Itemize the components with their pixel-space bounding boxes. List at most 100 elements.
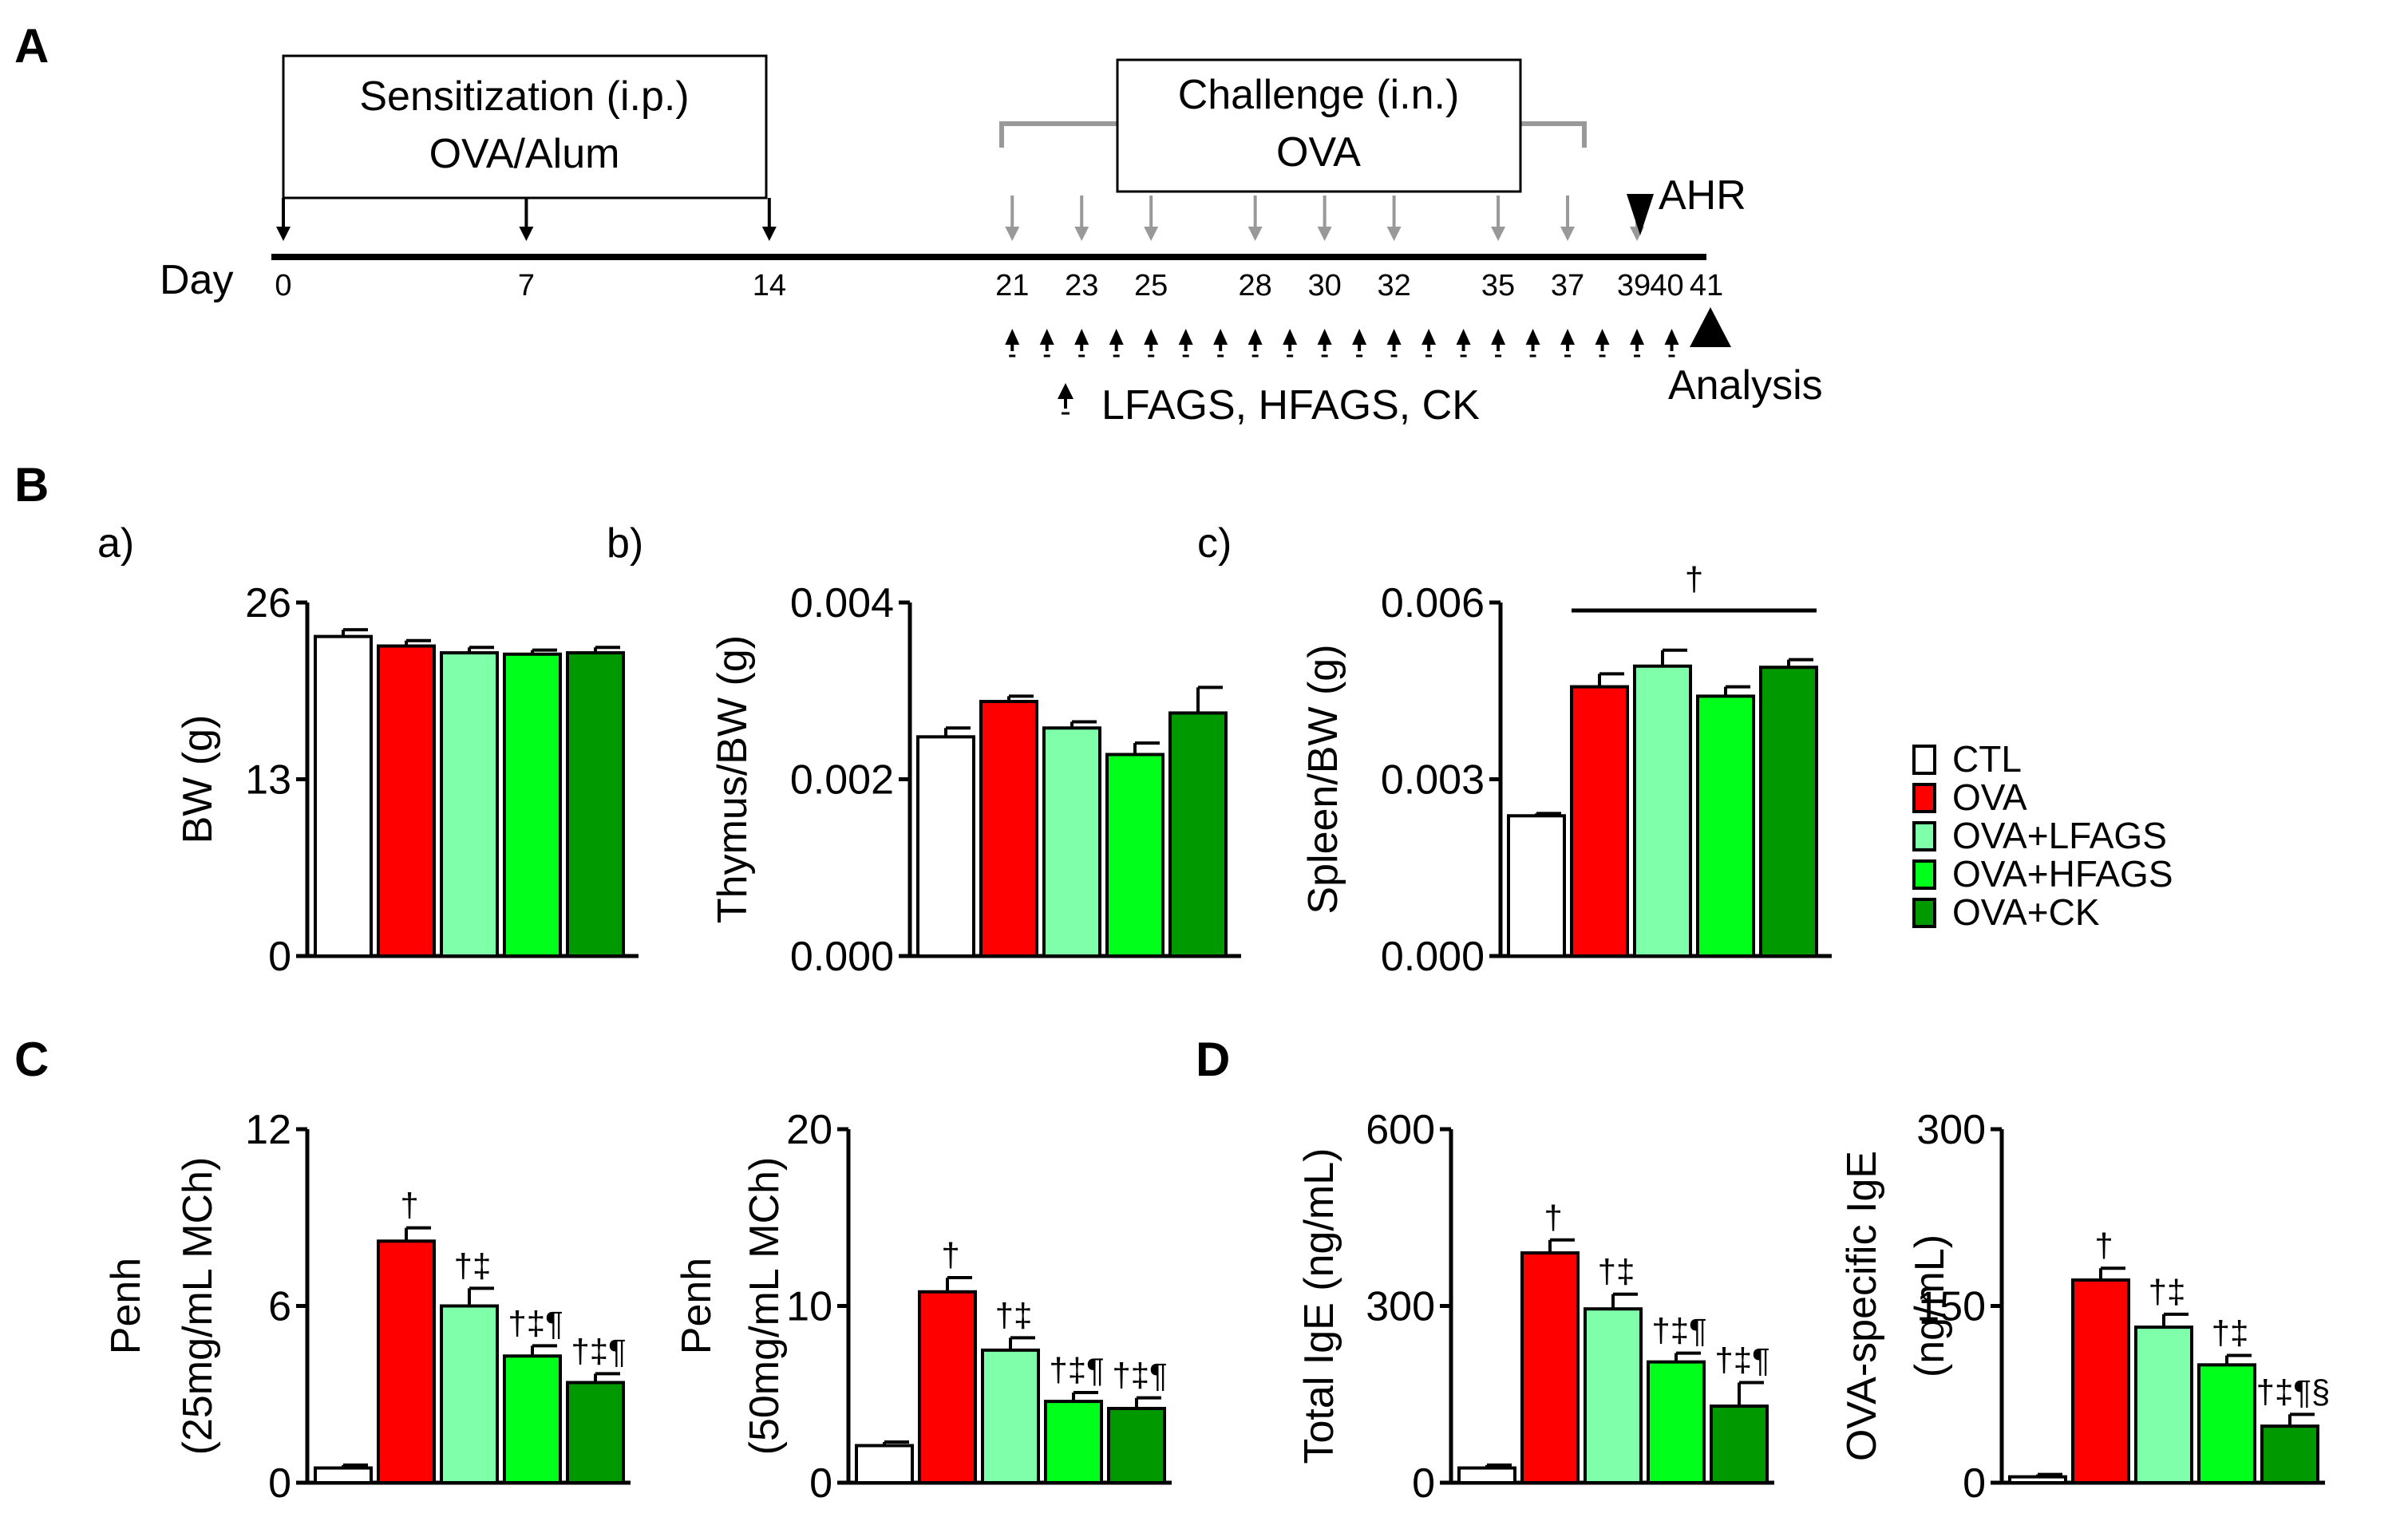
- bar-ova-hfags: [1647, 1360, 1706, 1485]
- treatment-arrow-icon: [1664, 329, 1679, 358]
- treatment-arrow-head: [1491, 329, 1506, 345]
- legend-item: OVA: [1912, 776, 2027, 818]
- day-tick-labels: 0 7 14 21 23 25 28 30 32 35 37 39 40 41: [275, 269, 1723, 302]
- sensitization-arrow-icon: [519, 198, 534, 241]
- treatment-arrow-head: [1352, 329, 1367, 345]
- bar-ova-ck: [566, 1381, 625, 1484]
- bar-ova-lfags: [1042, 726, 1101, 958]
- y-tick-label: 0: [1963, 1460, 1986, 1507]
- challenge-arrow-icon: [1005, 196, 1020, 241]
- bar-ova-lfags: [981, 1348, 1040, 1484]
- treatment-arrow-head: [1247, 329, 1263, 345]
- sensitization-arrow-icon-head: [761, 227, 777, 241]
- panel-letter-a: A: [14, 19, 49, 73]
- significance-label: †‡¶§: [2256, 1373, 2331, 1410]
- treatment-arrow-icon: [1630, 329, 1645, 358]
- y-tick-label: 0.000: [1381, 934, 1485, 980]
- challenge-arrow-icon-head: [1074, 227, 1089, 241]
- y-tick-label: 6: [268, 1284, 291, 1330]
- chart-thymus-ratio: Thymus/BW (g) 0.000 0.002 0.004: [710, 580, 1241, 980]
- treatment-arrow-icon: [1247, 329, 1263, 358]
- treatment-arrows: [1005, 329, 1679, 358]
- challenge-box: [1116, 58, 1522, 193]
- y-axis-label: Penh: [103, 1258, 149, 1354]
- bar-ova-ck: [1107, 1406, 1166, 1484]
- challenge-title: Challenge (i.n.): [1178, 72, 1460, 118]
- challenge-arrow-icon: [1144, 196, 1159, 241]
- treatment-arrow-head: [1005, 329, 1020, 345]
- bar-ova-hfags: [1105, 753, 1164, 958]
- significance-label: †‡: [454, 1247, 492, 1284]
- y-axis-label: Spleen/BW (g): [1300, 644, 1346, 914]
- y-tick-label: 0: [268, 1460, 291, 1507]
- bar-ova: [979, 700, 1038, 958]
- day-tick-35: 35: [1481, 269, 1515, 302]
- y-tick-label: 0.000: [790, 934, 894, 980]
- significance-label: †‡: [2212, 1314, 2249, 1352]
- y-axis-label-units: (25mg/mL MCh): [175, 1157, 221, 1456]
- treatment-arrow-head: [1525, 329, 1540, 345]
- treatment-arrow-head: [1317, 329, 1332, 345]
- chart-body-weight: BW (g) 0 13 26: [175, 580, 639, 980]
- y-tick-label: 13: [245, 757, 291, 804]
- treatment-arrow-icon: [1213, 329, 1228, 358]
- significance-label: †‡¶: [1112, 1357, 1167, 1394]
- bar-ova-hfags: [1696, 694, 1755, 958]
- day-tick-30: 30: [1307, 269, 1341, 302]
- bar-ova: [377, 644, 436, 958]
- day-tick-32: 32: [1377, 269, 1410, 302]
- ahr-marker-icon: [1627, 194, 1654, 235]
- bar-ova-lfags: [1633, 664, 1692, 958]
- sensitization-title: Sensitization (i.p.): [359, 73, 689, 120]
- y-tick-label: 300: [1916, 1107, 1986, 1153]
- day-tick-41: 41: [1690, 269, 1723, 302]
- panel-letter-c: C: [14, 1033, 49, 1086]
- sublabel-c: c): [1197, 520, 1232, 567]
- bar-ova: [1520, 1251, 1580, 1485]
- significance-label: †: [1544, 1199, 1562, 1236]
- bar-ova-hfags: [503, 652, 562, 958]
- bar-ova-hfags: [503, 1354, 562, 1484]
- significance-label: †‡: [1598, 1253, 1635, 1290]
- bar-ova: [1570, 685, 1629, 958]
- analysis-marker-icon: [1690, 307, 1731, 347]
- day-tick-39: 39: [1617, 269, 1651, 302]
- bar-ova-lfags: [440, 651, 499, 958]
- chart-spleen-ratio: Spleen/BW (g) 0.000 0.003 0.006 †: [1300, 560, 1832, 980]
- challenge-arrow-icon: [1386, 196, 1402, 241]
- legend-swatch: [1912, 898, 1936, 928]
- day-tick-7: 7: [518, 269, 535, 302]
- y-tick-label: 0.003: [1381, 757, 1485, 804]
- y-tick-label: 150: [1916, 1284, 1986, 1330]
- treatment-arrow-head: [1144, 329, 1159, 345]
- timeline: Sensitization (i.p.) OVA/Alum Challenge …: [160, 54, 1823, 429]
- legend-swatch: [1912, 745, 1936, 775]
- challenge-agent: OVA: [1276, 129, 1361, 176]
- treatment-legend-arrow-icon: [1058, 383, 1074, 415]
- bar-ova-ck: [1710, 1405, 1769, 1485]
- day-tick-23: 23: [1065, 269, 1098, 302]
- y-tick-label: 0.002: [790, 757, 894, 804]
- bar-ova: [2071, 1278, 2130, 1484]
- ahr-label: AHR: [1659, 172, 1746, 219]
- panel-letter-b: B: [14, 458, 49, 512]
- challenge-arrow-icon-head: [1144, 227, 1159, 241]
- bar-ctl: [314, 1466, 373, 1484]
- bar-ova-lfags: [2134, 1326, 2193, 1484]
- significance-label: †‡: [995, 1296, 1033, 1333]
- chart-penh-25: Penh (25mg/mL MCh) 0 6 12 † †‡ †‡¶†‡¶: [103, 1107, 631, 1507]
- challenge-arrow-icon-head: [1386, 227, 1402, 241]
- treatment-arrow-icon: [1595, 329, 1610, 358]
- treatment-arrow-icon: [1386, 329, 1402, 358]
- sensitization-arrow-icon-head: [276, 227, 291, 241]
- bar-ova-ck: [2260, 1424, 2319, 1484]
- legend-label: OVA: [1952, 776, 2027, 818]
- y-axis-label-units: (ng/mL): [1907, 1235, 1953, 1377]
- sensitization-arrow-icon: [276, 198, 291, 241]
- sensitization-agent: OVA/Alum: [429, 131, 620, 177]
- chart-penh-50: Penh (50mg/mL MCh) 0 10 20 † †‡ †‡¶ †‡¶: [674, 1107, 1172, 1507]
- legend-item: CTL: [1912, 738, 2022, 780]
- treatment-arrow-icon: [1317, 329, 1332, 358]
- bar-ova-ck: [1168, 711, 1228, 958]
